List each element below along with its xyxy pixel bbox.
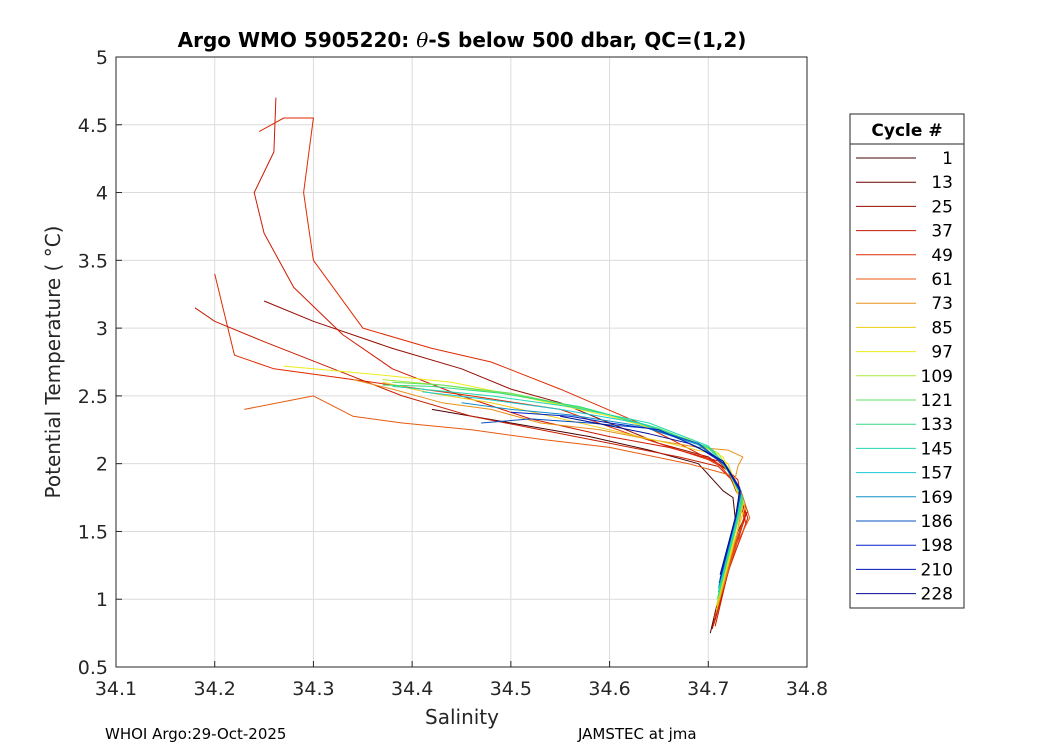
legend-box [849,113,965,609]
x-tick-label: 34.4 [391,678,433,700]
legend-label: 198 [921,536,953,556]
footer-source: JAMSTEC at jma [578,725,697,743]
x-tick-label: 34.1 [95,678,137,700]
y-tick-label: 1 [96,589,108,611]
y-tick-label: 3 [96,318,108,340]
footer-credit: WHOI Argo:29-Oct-2025 [105,725,287,743]
x-tick-label: 34.7 [687,678,729,700]
legend-label: 13 [931,173,953,193]
legend-label: 85 [931,318,953,338]
y-tick-label: 2.5 [78,386,108,408]
y-tick-label: 0.5 [78,657,108,679]
legend-label: 25 [931,197,953,217]
legend-label: 186 [921,512,953,532]
y-tick-label: 5 [96,47,108,69]
legend-label: 145 [921,439,953,459]
y-axis-label: Potential Temperature ( °C) [41,226,65,499]
x-tick-label: 34.8 [786,678,828,700]
x-ticks: 34.1 34.2 34.3 34.4 34.5 34.6 34.7 34.8 [95,661,828,700]
y-ticks: 0.5 1 1.5 2 2.5 3 3.5 4 4.5 5 [78,47,122,679]
y-tick-label: 2 [96,454,108,476]
legend-label: 61 [931,270,953,290]
legend-label: 133 [921,415,953,435]
profile-line [244,395,751,619]
legend-label: 157 [921,464,953,484]
legend-label: 109 [921,367,953,387]
profile-line [392,385,743,593]
x-tick-label: 34.6 [588,678,630,700]
legend-label: 73 [931,294,953,314]
legend-title: Cycle # [871,121,942,141]
profile-line [253,97,749,627]
legend-label: 49 [931,246,953,266]
legend: Cycle # 1 13 25 37 49 61 73 85 97 109 121 133 145 157… [849,113,965,609]
x-axis-label: Salinity [425,705,499,729]
profile-line [382,381,746,611]
profile-line [258,117,747,624]
x-tick-label: 34.2 [194,678,236,700]
legend-label: 37 [931,222,953,242]
plot-area [116,57,807,667]
legend-label: 169 [921,488,953,508]
profile-line [382,384,744,597]
y-tick-label: 4.5 [78,115,108,137]
legend-label: 228 [921,585,953,605]
legend-label: 121 [921,391,953,411]
y-tick-label: 1.5 [78,521,108,543]
x-tick-label: 34.3 [292,678,334,700]
profile-line [481,418,742,584]
profiles [194,97,751,634]
y-tick-label: 4 [96,183,108,205]
profile-line [560,415,741,575]
legend-items: 1 13 25 37 49 61 73 85 97 109 121 133 145 157 169 186 19… [856,149,953,605]
legend-label: 97 [931,343,953,363]
plot-frame [115,56,808,668]
chart-title: Argo WMO 5905220: θ-S below 500 dbar, QC… [178,28,747,52]
legend-label: 1 [942,149,953,169]
legend-label: 210 [921,560,953,580]
y-tick-label: 3.5 [78,250,108,272]
x-tick-label: 34.5 [490,678,532,700]
